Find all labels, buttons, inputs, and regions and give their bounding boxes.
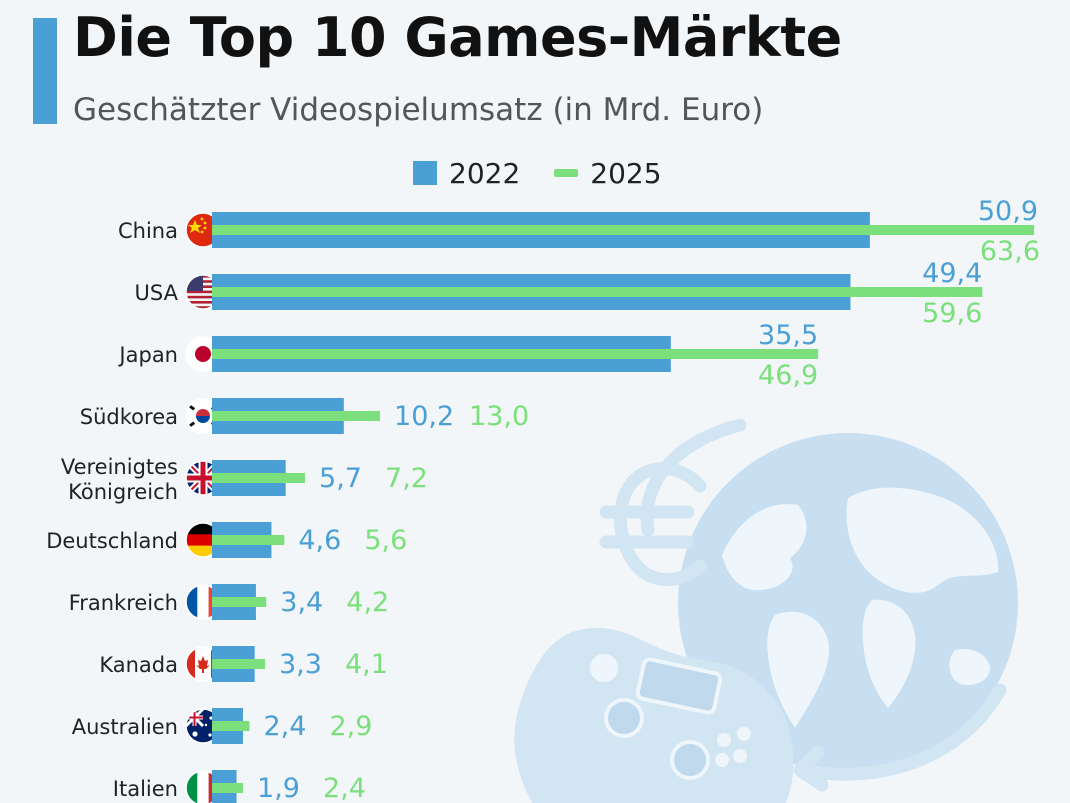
games-illustration [514, 418, 1018, 803]
chart-title: Die Top 10 Games-Märkte [73, 6, 842, 69]
value-label-2025-usa: 59,6 [922, 298, 982, 329]
bar-2025-frankreich [212, 597, 267, 607]
value-label-2022-japan: 35,5 [758, 320, 818, 351]
category-label-italien: Italien [113, 777, 178, 801]
value-label-2022-kanada: 3,3 [279, 649, 322, 680]
category-label-usa: USA [135, 281, 179, 305]
category-label-frankreich: Frankreich [69, 591, 178, 615]
value-label-2025-italien: 2,4 [323, 773, 366, 803]
globe-continents [722, 487, 999, 728]
value-label-2022-australien: 2,4 [263, 711, 306, 742]
bar-2025-kanada [212, 659, 265, 669]
value-label-2025-china: 63,6 [980, 236, 1040, 267]
value-label-2025-suedkorea: 13,0 [469, 401, 529, 432]
bar-2025-japan [212, 349, 819, 359]
category-label-deutschland: Deutschland [46, 529, 178, 553]
legend-item-2022: 2022 [413, 157, 520, 190]
category-label-vereinigtes-koenigreich: Vereinigtes Königreich [61, 455, 178, 504]
title-accent-bar [33, 18, 57, 124]
value-label-2022-frankreich: 3,4 [280, 587, 323, 618]
value-label-2025-vereinigtes-koenigreich: 7,2 [385, 463, 428, 494]
value-label-2025-deutschland: 5,6 [364, 525, 407, 556]
bar-2025-italien [212, 783, 244, 793]
orbit-arrow-lower [793, 683, 1007, 781]
legend: 2022 2025 [413, 155, 696, 191]
bar-2025-usa [212, 287, 983, 297]
value-label-2022-italien: 1,9 [257, 773, 300, 803]
category-label-china: China [118, 219, 178, 243]
category-label-suedkorea: Südkorea [80, 405, 178, 429]
value-label-2022-deutschland: 4,6 [298, 525, 341, 556]
bar-2025-deutschland [212, 535, 285, 545]
legend-label-2025: 2025 [590, 156, 662, 190]
bar-2025-vereinigtes-koenigreich [212, 473, 306, 483]
legend-label-2022: 2022 [449, 156, 521, 190]
bars-layer [212, 212, 1034, 803]
category-label-kanada: Kanada [99, 653, 178, 677]
legend-swatch-2022 [413, 161, 437, 185]
value-label-2025-australien: 2,9 [329, 711, 372, 742]
category-label-japan: Japan [117, 343, 178, 367]
value-label-2022-suedkorea: 10,2 [394, 401, 454, 432]
value-label-2022-vereinigtes-koenigreich: 5,7 [319, 463, 362, 494]
value-label-2025-frankreich: 4,2 [346, 587, 389, 618]
value-label-2025-japan: 46,9 [758, 360, 818, 391]
value-label-2025-kanada: 4,1 [345, 649, 388, 680]
labels-layer: China 50,9 63,6 USA 49,4 59,6 Japan 35,5 46,9 Süd… [46, 196, 1040, 803]
bar-2025-china [212, 225, 1034, 235]
chart-subtitle: Geschätzter Videospielumsatz (in Mrd. Eu… [73, 92, 764, 128]
category-label-australien: Australien [72, 715, 178, 739]
usa-flag-icon [185, 274, 221, 310]
euro-icon [599, 462, 707, 587]
value-label-2022-china: 50,9 [978, 196, 1038, 227]
legend-item-2025: 2025 [554, 156, 662, 190]
bar-2025-australien [212, 721, 250, 731]
value-label-2022-usa: 49,4 [922, 258, 982, 289]
legend-swatch-2025 [554, 169, 579, 177]
game-controller-icon [514, 627, 794, 803]
bar-2025-suedkorea [212, 411, 381, 421]
